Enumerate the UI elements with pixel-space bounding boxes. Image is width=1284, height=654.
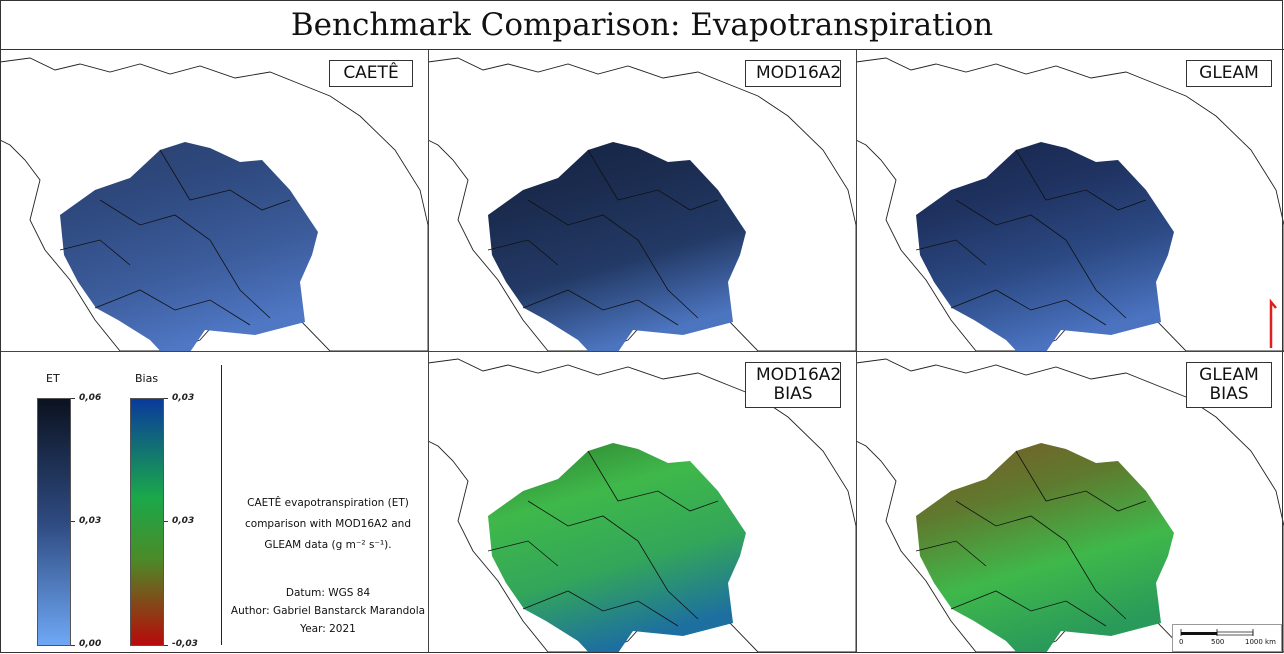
gleam-label: GLEAM xyxy=(1186,60,1272,87)
et-legend-title: ET xyxy=(46,372,60,385)
gleam-bias-map-svg xyxy=(856,358,1284,653)
author-text: Author: Gabriel Banstarck Marandola xyxy=(230,605,426,617)
grid-divider xyxy=(0,351,1284,352)
bias-max-label: 0,03 xyxy=(172,393,195,403)
country-border xyxy=(527,500,699,620)
country-border xyxy=(955,199,1127,319)
description-line: comparison with MOD16A2 and xyxy=(245,518,411,530)
scale-1000-label: 1000 km xyxy=(1245,638,1276,646)
country-border xyxy=(915,540,987,567)
country-border xyxy=(955,500,1127,620)
country-border xyxy=(94,289,251,326)
country-border xyxy=(159,149,291,211)
mod16a2-bias-label-line2: BIAS xyxy=(773,384,813,404)
datum-text: Datum: WGS 84 xyxy=(285,587,371,599)
scale-bar: 0 500 1000 km xyxy=(1172,624,1282,652)
et-min-label: 0,00 xyxy=(79,639,102,649)
country-border xyxy=(487,540,559,567)
country-border xyxy=(950,590,1107,627)
mod16a2-bias-label-line1: MOD16A2 xyxy=(756,365,842,385)
amazon-basin-raster xyxy=(916,443,1174,653)
north-arrow-icon xyxy=(1269,298,1277,348)
map-description: CAETÊ evapotranspiration (ET) comparison… xyxy=(228,493,428,556)
country-border xyxy=(587,450,719,512)
legend-panel xyxy=(0,351,428,653)
gleam-map-panel xyxy=(856,50,1284,351)
mod16a2-label: MOD16A2 xyxy=(745,60,841,87)
tick-mark xyxy=(71,645,75,646)
country-border xyxy=(487,239,559,266)
mod16a2-map-panel xyxy=(428,50,856,351)
mod16a2-bias-map-svg xyxy=(428,358,856,653)
country-border xyxy=(527,199,699,319)
description-line: CAETÊ evapotranspiration (ET) xyxy=(247,497,409,509)
gleam-bias-label-line1: GLEAM xyxy=(1199,365,1259,385)
amazon-basin-raster xyxy=(916,142,1174,351)
bias-mid-label: 0,03 xyxy=(172,516,195,526)
country-border xyxy=(587,149,719,211)
gleam-map-svg xyxy=(856,57,1284,351)
et-max-label: 0,06 xyxy=(79,393,102,403)
scale-500-label: 500 xyxy=(1211,638,1225,646)
map-title: Benchmark Comparison: Evapotranspiration xyxy=(0,0,1284,50)
bias-legend-title: Bias xyxy=(135,372,159,385)
gleam-bias-map-panel xyxy=(856,351,1284,653)
caete-label: CAETÊ xyxy=(329,60,413,87)
mod16a2-bias-map-panel xyxy=(428,351,856,653)
country-border xyxy=(1015,149,1147,211)
country-border xyxy=(59,239,131,266)
year-text: Year: 2021 xyxy=(300,623,356,635)
legend-divider xyxy=(221,365,222,645)
scale-0-label: 0 xyxy=(1179,638,1184,646)
mod16a2-map-svg xyxy=(428,57,856,351)
et-color-ramp xyxy=(37,398,71,646)
country-border xyxy=(915,239,987,266)
amazon-basin-raster xyxy=(60,142,318,351)
mod16a2-bias-label: MOD16A2 BIAS xyxy=(745,362,841,408)
tick-mark xyxy=(71,521,75,522)
amazon-basin-raster xyxy=(488,443,746,653)
country-border xyxy=(522,289,679,326)
map-metadata: Datum: WGS 84 Author: Gabriel Banstarck … xyxy=(228,584,428,638)
tick-mark xyxy=(71,398,75,399)
amazon-basin-raster xyxy=(488,142,746,351)
gleam-bias-label-line2: BIAS xyxy=(1209,384,1249,404)
country-border xyxy=(950,289,1107,326)
description-line: GLEAM data (g m⁻² s⁻¹). xyxy=(264,539,392,551)
bias-color-ramp xyxy=(130,398,164,646)
tick-mark xyxy=(164,645,168,646)
bias-min-label: -0,03 xyxy=(172,639,198,649)
country-border xyxy=(1015,450,1147,512)
country-border xyxy=(99,199,271,319)
tick-mark xyxy=(164,521,168,522)
tick-mark xyxy=(164,398,168,399)
country-border xyxy=(522,590,679,627)
caete-map-svg xyxy=(0,57,428,351)
gleam-bias-label: GLEAM BIAS xyxy=(1186,362,1272,408)
caete-map-panel xyxy=(0,50,428,351)
et-mid-label: 0,03 xyxy=(79,516,102,526)
